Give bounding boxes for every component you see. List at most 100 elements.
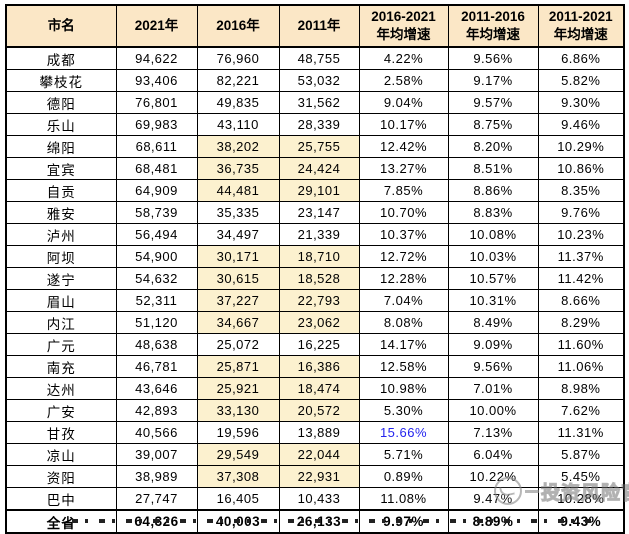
growth-2016-2021-cell: 8.08%	[358, 311, 449, 334]
city-name-cell: 雅安	[5, 201, 117, 224]
value-2021-cell: 56,494	[115, 223, 198, 246]
total-row: 全省 64,326 40,003 26,133 9.97% 8.89% 9.43%	[5, 509, 625, 534]
value-2021-cell: 46,781	[115, 355, 198, 378]
growth-2011-2021-cell: 10.28%	[537, 487, 625, 511]
growth-2011-2021-cell: 7.62%	[537, 399, 625, 422]
city-name-cell: 乐山	[5, 113, 117, 136]
growth-2011-2021-cell: 9.30%	[537, 91, 625, 114]
value-2016-cell: 76,960	[196, 46, 280, 70]
growth-2011-2016-cell: 9.56%	[447, 355, 539, 378]
growth-2016-2021-cell: 9.04%	[358, 91, 449, 114]
growth-2011-2021-cell: 5.45%	[537, 465, 625, 488]
table-row: 雅安 58,739 35,335 23,147 10.70% 8.83% 9.76%	[5, 201, 625, 224]
table-body: 成都 94,622 76,960 48,755 4.22% 9.56% 6.86% 攀枝花 93…	[5, 46, 625, 534]
table-row: 德阳 76,801 49,835 31,562 9.04% 9.57% 9.30%	[5, 91, 625, 114]
table-row: 遂宁 54,632 30,615 18,528 12.28% 10.57% 11.42%	[5, 267, 625, 290]
growth-2011-2021-cell: 11.37%	[537, 245, 625, 268]
growth-2011-2016-cell: 9.57%	[447, 91, 539, 114]
value-2016-cell: 82,221	[196, 69, 280, 92]
growth-2011-2021-cell: 10.29%	[537, 135, 625, 158]
growth-2011-2016-cell: 7.01%	[447, 377, 539, 400]
growth-2011-2021-cell: 10.86%	[537, 157, 625, 180]
value-2016-cell: 19,596	[196, 421, 280, 444]
value-2011-cell: 13,889	[278, 421, 360, 444]
value-2011-cell: 48,755	[278, 46, 360, 70]
growth-2011-2021-cell: 5.87%	[537, 443, 625, 466]
table-row: 自贡 64,909 44,481 29,101 7.85% 8.86% 8.35%	[5, 179, 625, 202]
value-2021-cell: 43,646	[115, 377, 198, 400]
value-2021-cell: 51,120	[115, 311, 198, 334]
city-name-cell: 资阳	[5, 465, 117, 488]
growth-2011-2016-cell: 10.03%	[447, 245, 539, 268]
growth-2011-2016-cell: 9.56%	[447, 46, 539, 70]
value-2011-cell: 26,133	[278, 509, 360, 534]
value-2016-cell: 37,227	[196, 289, 280, 312]
column-header-5: 2011-2016 年均增速	[447, 4, 539, 48]
growth-2016-2021-cell: 13.27%	[358, 157, 449, 180]
growth-2011-2016-cell: 8.83%	[447, 201, 539, 224]
growth-2016-2021-cell: 7.85%	[358, 179, 449, 202]
value-2011-cell: 18,474	[278, 377, 360, 400]
growth-2016-2021-cell: 7.04%	[358, 289, 449, 312]
value-2011-cell: 20,572	[278, 399, 360, 422]
city-name-cell: 甘孜	[5, 421, 117, 444]
city-name-cell: 广安	[5, 399, 117, 422]
growth-2011-2016-cell: 10.22%	[447, 465, 539, 488]
value-2011-cell: 53,032	[278, 69, 360, 92]
value-2021-cell: 58,739	[115, 201, 198, 224]
growth-2011-2021-cell: 9.46%	[537, 113, 625, 136]
growth-2016-2021-cell: 10.37%	[358, 223, 449, 246]
column-header-3: 2011年	[278, 4, 360, 48]
table-row: 阿坝 54,900 30,171 18,710 12.72% 10.03% 11.37%	[5, 245, 625, 268]
value-2021-cell: 76,801	[115, 91, 198, 114]
growth-2011-2016-cell: 8.75%	[447, 113, 539, 136]
column-header-4: 2016-2021 年均增速	[358, 4, 449, 48]
growth-2016-2021-cell: 10.17%	[358, 113, 449, 136]
value-2016-cell: 33,130	[196, 399, 280, 422]
value-2011-cell: 24,424	[278, 157, 360, 180]
city-name-cell: 阿坝	[5, 245, 117, 268]
growth-2016-2021-cell: 11.08%	[358, 487, 449, 511]
value-2016-cell: 38,202	[196, 135, 280, 158]
growth-2011-2016-cell: 8.86%	[447, 179, 539, 202]
value-2011-cell: 23,062	[278, 311, 360, 334]
growth-2016-2021-cell: 12.58%	[358, 355, 449, 378]
table-row: 宜宾 68,481 36,735 24,424 13.27% 8.51% 10.86%	[5, 157, 625, 180]
growth-2016-2021-cell: 0.89%	[358, 465, 449, 488]
city-name-cell: 绵阳	[5, 135, 117, 158]
table-row: 成都 94,622 76,960 48,755 4.22% 9.56% 6.86%	[5, 46, 625, 70]
value-2021-cell: 54,632	[115, 267, 198, 290]
value-2016-cell: 30,171	[196, 245, 280, 268]
growth-2011-2021-cell: 11.42%	[537, 267, 625, 290]
value-2011-cell: 22,931	[278, 465, 360, 488]
column-header-2: 2016年	[196, 4, 280, 48]
value-2021-cell: 94,622	[115, 46, 198, 70]
value-2016-cell: 44,481	[196, 179, 280, 202]
growth-2016-2021-cell: 12.42%	[358, 135, 449, 158]
value-2011-cell: 21,339	[278, 223, 360, 246]
table-row: 攀枝花 93,406 82,221 53,032 2.58% 9.17% 5.82%	[5, 69, 625, 92]
table-row: 眉山 52,311 37,227 22,793 7.04% 10.31% 8.66%	[5, 289, 625, 312]
growth-2011-2021-cell: 8.35%	[537, 179, 625, 202]
city-name-cell: 泸州	[5, 223, 117, 246]
value-2011-cell: 29,101	[278, 179, 360, 202]
growth-2016-2021-cell: 10.70%	[358, 201, 449, 224]
city-name-cell: 宜宾	[5, 157, 117, 180]
city-name-cell: 广元	[5, 333, 117, 356]
growth-2011-2021-cell: 5.82%	[537, 69, 625, 92]
value-2021-cell: 93,406	[115, 69, 198, 92]
value-2011-cell: 16,386	[278, 355, 360, 378]
value-2021-cell: 48,638	[115, 333, 198, 356]
growth-2011-2021-cell: 6.86%	[537, 46, 625, 70]
value-2016-cell: 16,405	[196, 487, 280, 511]
city-name-cell: 德阳	[5, 91, 117, 114]
growth-2016-2021-cell: 9.97%	[358, 509, 449, 534]
growth-2011-2021-cell: 9.76%	[537, 201, 625, 224]
growth-2011-2021-cell: 11.31%	[537, 421, 625, 444]
table-row: 达州 43,646 25,921 18,474 10.98% 7.01% 8.98%	[5, 377, 625, 400]
growth-2011-2016-cell: 10.31%	[447, 289, 539, 312]
value-2021-cell: 64,326	[115, 509, 198, 534]
city-growth-table: 市名 2021年 2016年 2011年 2016-2021 年均增速 2011-2016…	[5, 4, 625, 534]
table-row: 内江 51,120 34,667 23,062 8.08% 8.49% 8.29%	[5, 311, 625, 334]
value-2021-cell: 42,893	[115, 399, 198, 422]
